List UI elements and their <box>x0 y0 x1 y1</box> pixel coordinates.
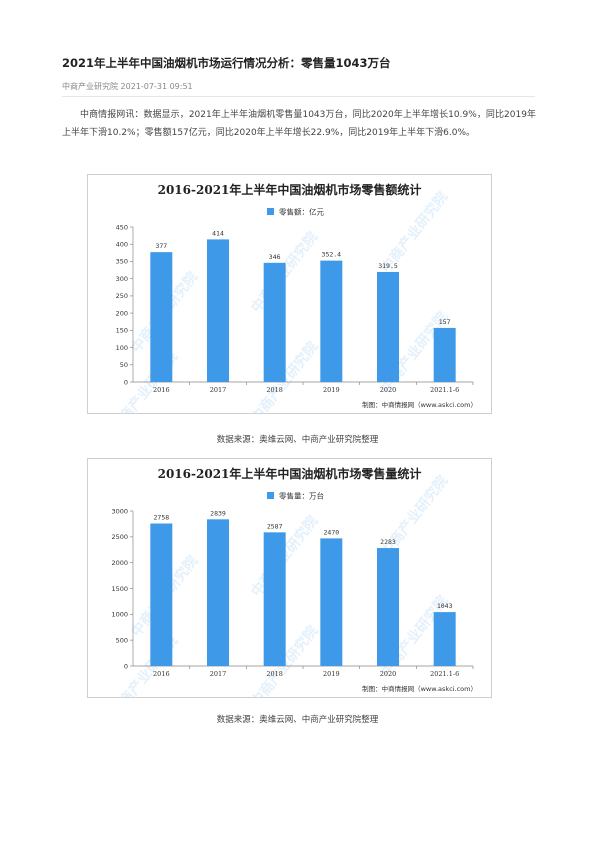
x-tick-label: 2020 <box>380 670 397 678</box>
title-divider <box>62 96 535 97</box>
x-tick-label: 2019 <box>323 386 340 394</box>
bar <box>207 519 229 666</box>
y-tick-label: 2000 <box>111 559 128 567</box>
y-tick-label: 150 <box>116 327 128 335</box>
bar-value-label: 2758 <box>154 514 170 522</box>
legend-swatch <box>267 492 274 499</box>
y-tick-label: 450 <box>116 223 128 231</box>
article-meta: 中商产业研究院 2021-07-31 09:51 <box>62 81 193 92</box>
bar <box>433 327 456 382</box>
x-tick-label: 2017 <box>210 386 227 394</box>
legend-label: 零售额：亿元 <box>279 207 324 217</box>
x-tick-label: 2016 <box>153 386 170 394</box>
bar-value-label: 377 <box>155 242 167 250</box>
y-tick-label: 400 <box>116 241 128 249</box>
chart-title: 2016-2021年上半年中国油烟机市场零售额统计 <box>158 182 422 197</box>
chart-caption: 数据来源：奥维云网、中商产业研究院整理 <box>216 715 379 725</box>
x-tick-label: 2018 <box>266 670 283 678</box>
y-tick-label: 2500 <box>111 533 128 541</box>
bar <box>377 548 399 666</box>
article-title: 2021年上半年中国油烟机市场运行情况分析：零售量1043万台 <box>62 56 391 70</box>
y-tick-label: 1500 <box>111 585 128 593</box>
chart-credit: 制图：中商情报网（www.askci.com） <box>362 684 477 693</box>
chart-title: 2016-2021年上半年中国油烟机市场零售量统计 <box>158 466 422 481</box>
bar-value-label: 319.5 <box>378 262 398 270</box>
legend-swatch <box>267 208 274 215</box>
bar-value-label: 346 <box>269 253 281 261</box>
y-tick-label: 3000 <box>111 507 128 515</box>
y-tick-label: 100 <box>116 344 128 352</box>
y-tick-label: 50 <box>120 361 128 369</box>
x-tick-label: 2020 <box>380 386 397 394</box>
x-tick-label: 2017 <box>210 670 227 678</box>
article-datetime: 2021-07-31 09:51 <box>120 82 193 91</box>
bar-value-label: 2587 <box>267 522 283 530</box>
bar-value-label: 2839 <box>210 509 226 517</box>
sales-value-chart-svg: 中商产业研究院中商产业研究院中商产业研究院中商产业研究院中商产业研究院中商产业研… <box>108 182 477 413</box>
bar <box>150 523 173 666</box>
bar-value-label: 2283 <box>380 538 396 546</box>
y-tick-label: 0 <box>124 662 128 670</box>
watermark-text: 中商产业研究院 <box>378 472 452 560</box>
bar <box>433 612 456 666</box>
bar-value-label: 2470 <box>324 528 340 536</box>
chart-caption: 数据来源：奥维云网、中商产业研究院整理 <box>216 435 379 445</box>
sales-value-chart: 中商产业研究院中商产业研究院中商产业研究院中商产业研究院中商产业研究院中商产业研… <box>87 174 492 414</box>
bar <box>320 538 343 666</box>
x-tick-label: 2018 <box>266 386 283 394</box>
bar-value-label: 414 <box>212 229 224 237</box>
bar <box>207 239 229 382</box>
article-paragraph: 中商情报网讯：数据显示，2021年上半年油烟机零售量1043万台，同比2020年… <box>62 110 536 138</box>
x-tick-label: 2016 <box>153 670 170 678</box>
bar <box>150 252 173 382</box>
y-tick-label: 350 <box>116 258 128 266</box>
bar <box>263 532 286 666</box>
y-tick-label: 300 <box>116 275 128 283</box>
y-tick-label: 200 <box>116 309 128 317</box>
x-tick-label: 2021.1-6 <box>430 386 459 394</box>
bar <box>263 262 286 382</box>
y-tick-label: 500 <box>116 636 128 644</box>
bar-value-label: 1043 <box>437 602 453 610</box>
bar <box>377 271 399 382</box>
y-tick-label: 0 <box>124 378 128 386</box>
sales-volume-chart-svg: 中商产业研究院中商产业研究院中商产业研究院中商产业研究院中商产业研究院中商产业研… <box>108 466 477 697</box>
y-tick-label: 1000 <box>111 611 128 619</box>
chart-credit: 制图：中商情报网（www.askci.com） <box>362 400 477 409</box>
x-tick-label: 2021.1-6 <box>430 670 459 678</box>
bar-value-label: 352.4 <box>322 251 342 259</box>
bar-value-label: 157 <box>439 318 451 326</box>
article-source[interactable]: 中商产业研究院 <box>62 82 118 91</box>
y-tick-label: 250 <box>116 292 128 300</box>
sales-volume-chart: 中商产业研究院中商产业研究院中商产业研究院中商产业研究院中商产业研究院中商产业研… <box>87 458 492 698</box>
x-tick-label: 2019 <box>323 670 340 678</box>
bar <box>320 260 343 382</box>
legend-label: 零售量：万台 <box>279 491 324 501</box>
